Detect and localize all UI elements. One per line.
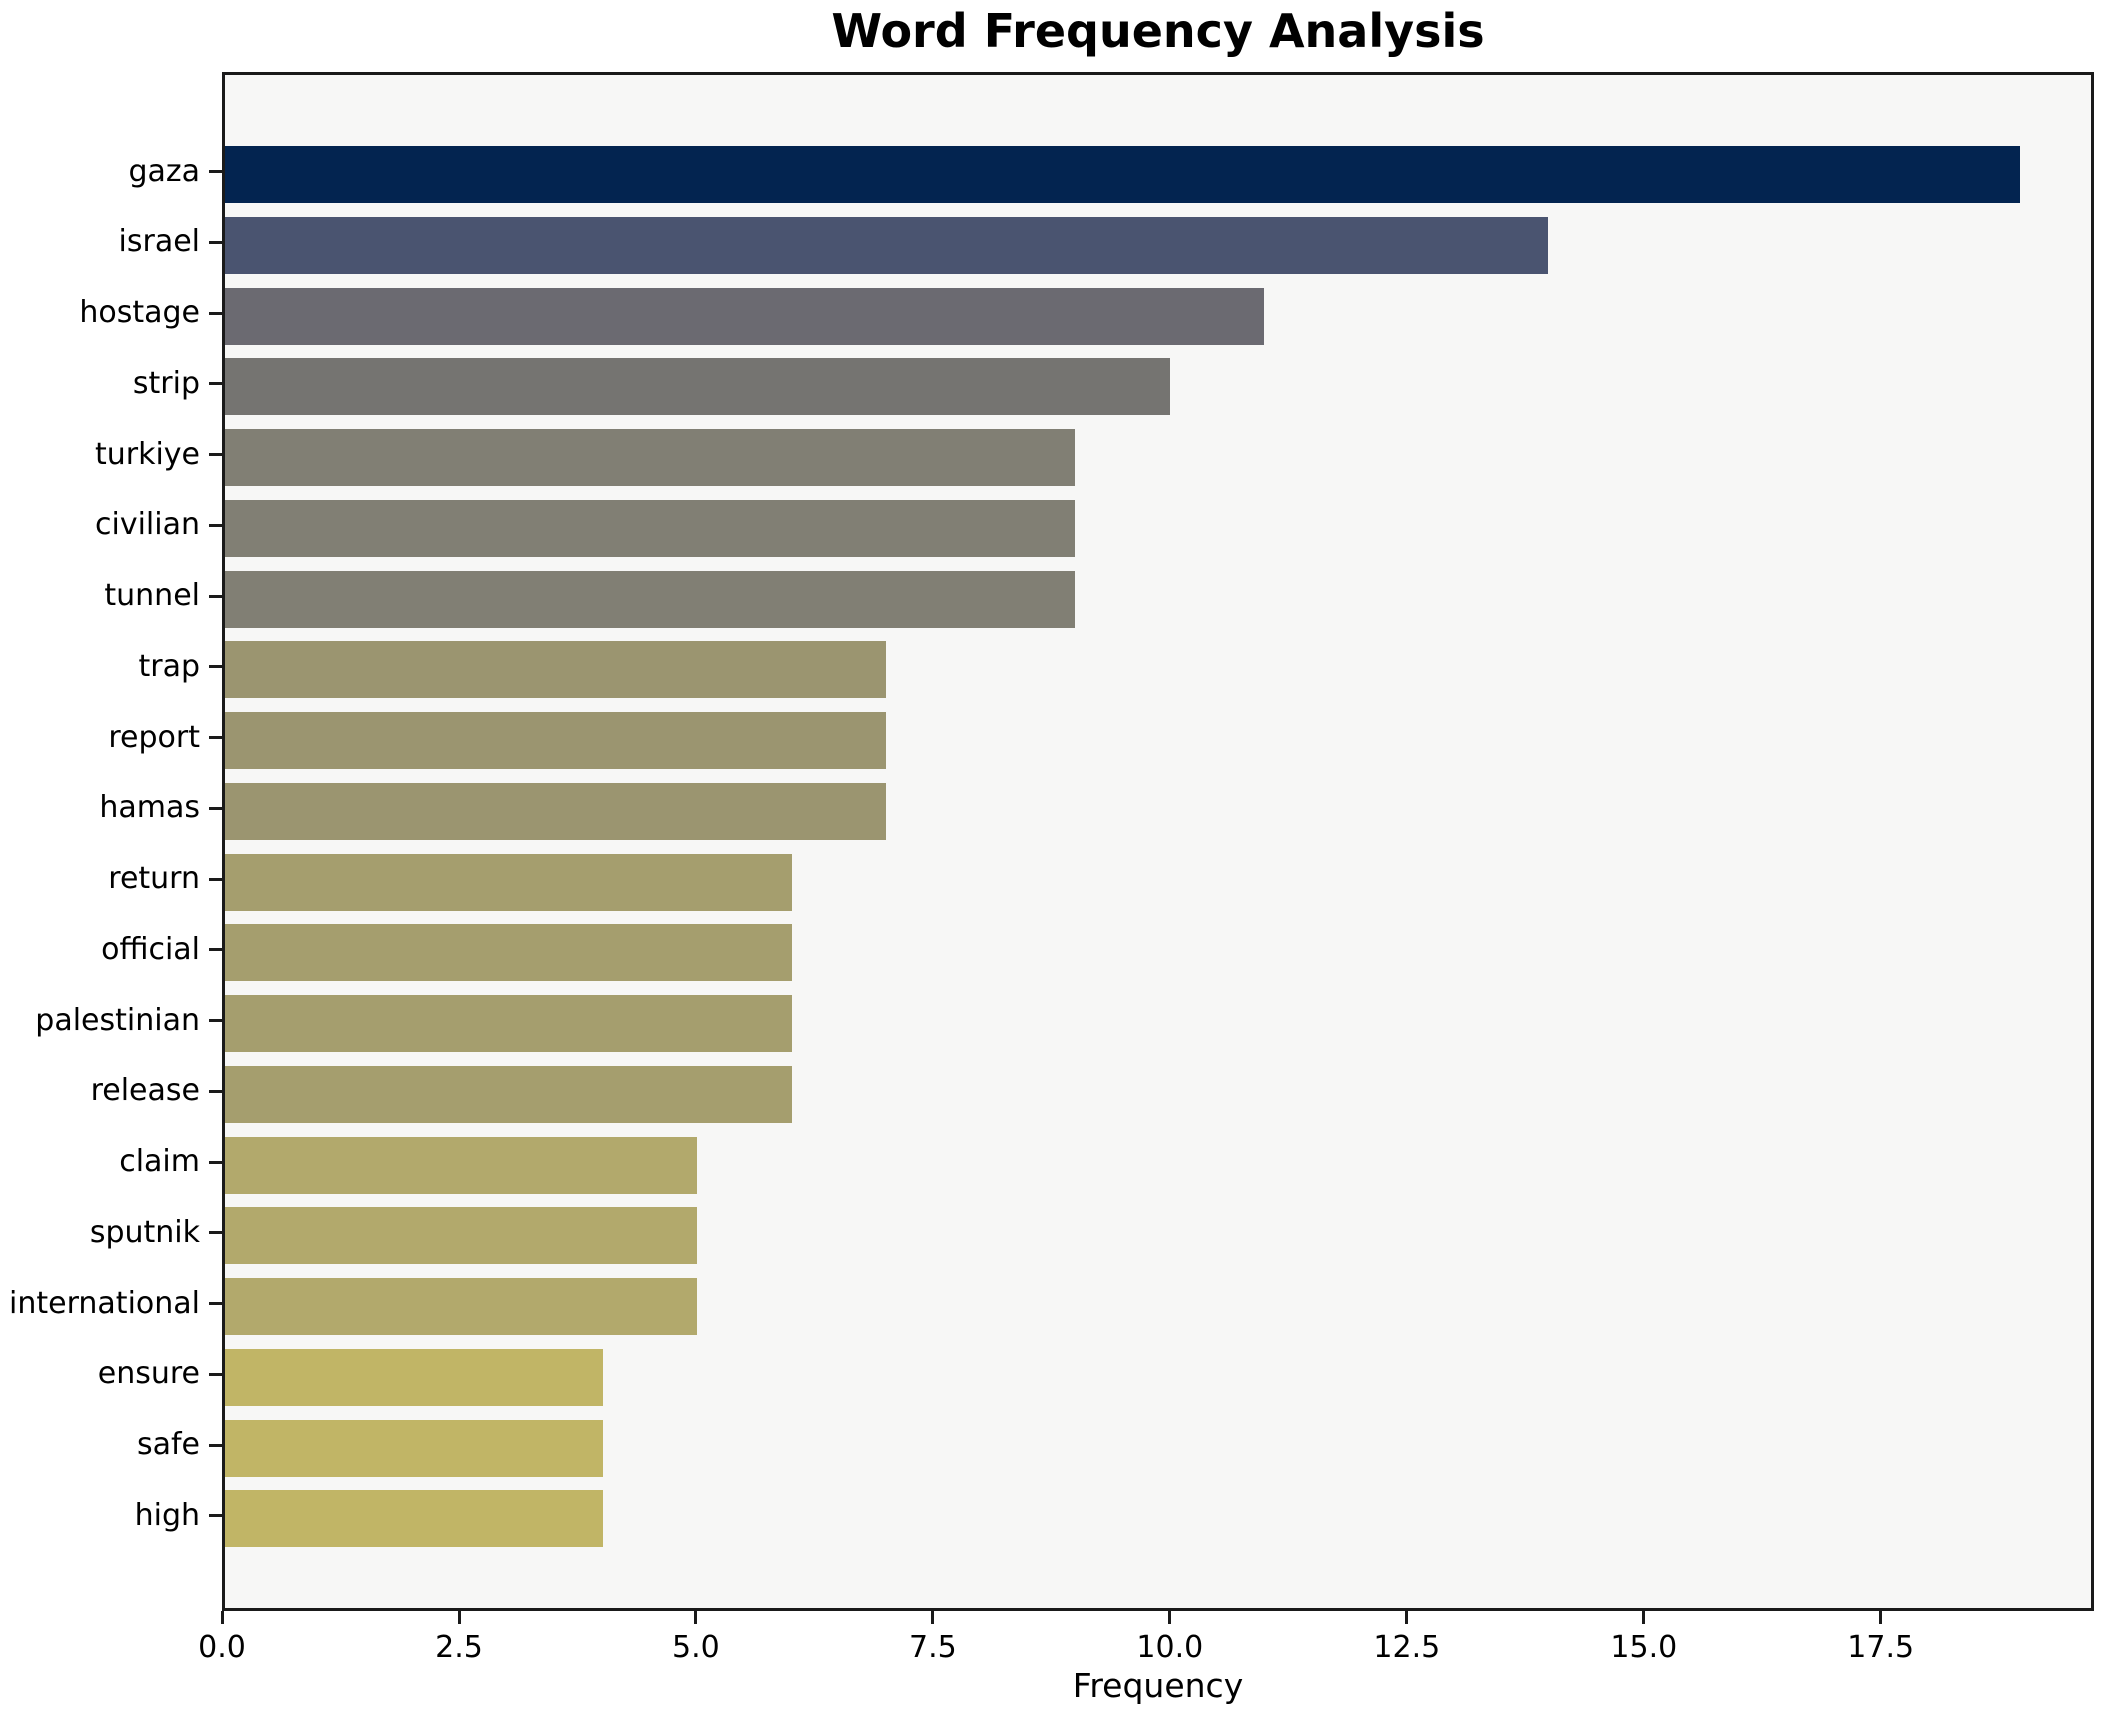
x-tick-mark <box>931 1611 935 1624</box>
y-tick-mark <box>209 523 222 527</box>
y-tick-label-hostage: hostage <box>79 295 200 330</box>
x-tick-label-12.5: 12.5 <box>1373 1630 1441 1665</box>
bar-return <box>225 853 792 911</box>
plot-area <box>222 72 2094 1611</box>
x-tick-mark <box>1168 1611 1172 1624</box>
y-tick-mark <box>209 170 222 173</box>
y-tick-mark <box>209 311 222 315</box>
x-tick-label-10.0: 10.0 <box>1136 1630 1204 1665</box>
y-tick-mark <box>209 665 222 669</box>
y-tick-label-release: release <box>90 1073 200 1109</box>
y-tick-label-safe: safe <box>136 1427 200 1463</box>
bar-ensure <box>225 1348 603 1406</box>
bar-palestinian <box>225 995 792 1053</box>
y-tick-label-high: high <box>134 1497 200 1533</box>
bar-sputnik <box>225 1207 698 1265</box>
bar-safe <box>225 1419 603 1477</box>
y-tick-mark <box>209 736 222 740</box>
bar-international <box>225 1278 698 1336</box>
y-tick-mark <box>209 240 222 244</box>
x-tick-mark <box>457 1611 461 1624</box>
y-tick-mark <box>209 1514 222 1518</box>
bar-official <box>225 924 792 982</box>
y-tick-label-turkiye: turkiye <box>94 436 200 472</box>
chart-title: Word Frequency Analysis <box>831 4 1485 58</box>
x-tick-label-15.0: 15.0 <box>1610 1630 1678 1665</box>
y-tick-mark <box>209 1302 222 1306</box>
y-tick-mark <box>209 1019 222 1023</box>
y-tick-label-strip: strip <box>132 365 200 401</box>
x-tick-label-7.5: 7.5 <box>909 1630 957 1665</box>
bar-trap <box>225 641 887 699</box>
y-tick-mark <box>209 806 222 810</box>
y-tick-mark <box>209 1372 222 1376</box>
y-tick-label-return: return <box>108 861 200 897</box>
bar-high <box>225 1490 603 1548</box>
y-tick-label-israel: israel <box>118 224 200 260</box>
bar-strip <box>225 358 1170 416</box>
y-tick-label-ensure: ensure <box>97 1356 200 1392</box>
x-tick-mark <box>1405 1611 1409 1624</box>
x-tick-label-2.5: 2.5 <box>435 1630 483 1665</box>
bar-turkiye <box>225 429 1076 486</box>
y-tick-mark <box>209 1231 222 1235</box>
y-tick-label-tunnel: tunnel <box>104 578 200 614</box>
y-tick-mark <box>209 1443 222 1447</box>
bar-hamas <box>225 782 887 840</box>
bar-civilian <box>225 499 1076 557</box>
y-tick-label-civilian: civilian <box>95 507 200 543</box>
x-tick-mark <box>220 1611 224 1624</box>
y-tick-label-gaza: gaza <box>128 153 200 189</box>
y-tick-label-palestinian: palestinian <box>35 1002 200 1038</box>
bar-report <box>225 712 887 770</box>
y-tick-mark <box>209 1160 222 1164</box>
bar-release <box>225 1065 792 1123</box>
y-tick-label-sputnik: sputnik <box>89 1214 200 1250</box>
y-tick-label-report: report <box>108 719 200 755</box>
y-tick-label-claim: claim <box>119 1144 200 1180</box>
x-tick-label-17.5: 17.5 <box>1847 1630 1915 1665</box>
x-tick-mark <box>1642 1611 1646 1624</box>
y-tick-label-official: official <box>101 931 200 967</box>
x-tick-label-5.0: 5.0 <box>672 1630 720 1665</box>
x-tick-mark <box>694 1611 698 1624</box>
y-tick-label-trap: trap <box>138 648 200 684</box>
y-tick-mark <box>209 594 222 598</box>
y-tick-mark <box>209 453 222 456</box>
bar-israel <box>225 216 1548 274</box>
y-tick-mark <box>209 1089 222 1093</box>
y-tick-mark <box>209 382 222 386</box>
y-tick-mark <box>209 877 222 881</box>
bar-gaza <box>225 146 2021 203</box>
y-tick-label-hamas: hamas <box>99 790 200 826</box>
bar-hostage <box>225 287 1265 345</box>
x-axis-label: Frequency <box>1072 1666 1244 1705</box>
y-tick-label-international: international <box>9 1285 200 1321</box>
x-tick-mark <box>1879 1611 1883 1624</box>
y-tick-mark <box>209 948 222 952</box>
x-tick-label-0.0: 0.0 <box>198 1630 246 1665</box>
bar-claim <box>225 1136 698 1194</box>
bar-tunnel <box>225 570 1076 628</box>
